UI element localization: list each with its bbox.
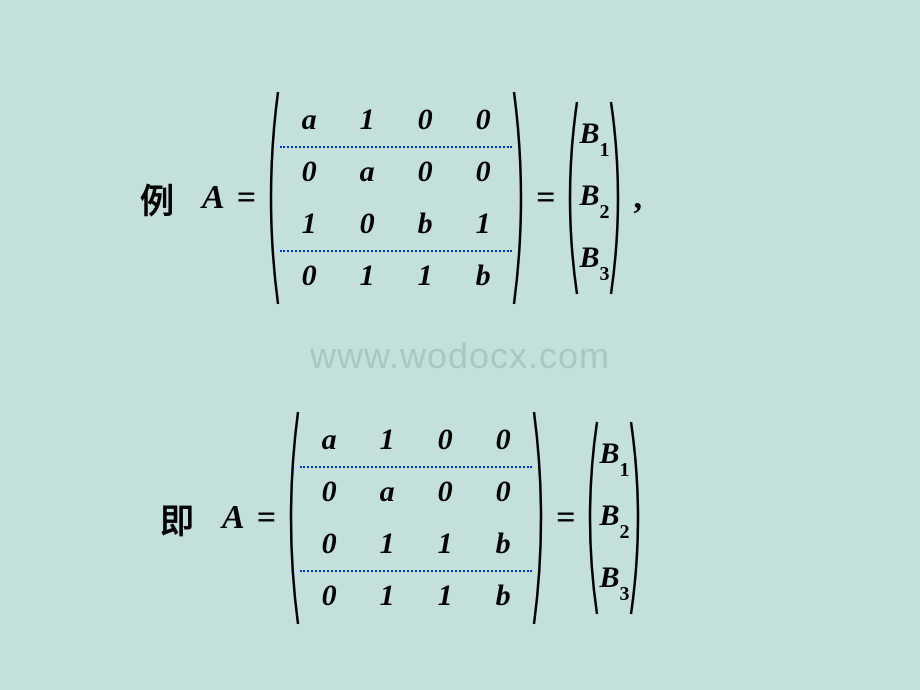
left-paren-icon [581,420,599,616]
equals-sign: = [237,179,256,217]
vector-var: B2 [599,499,629,538]
matrix-cell: 0 [396,155,454,189]
label-example: 例 [140,174,174,223]
right-paren-icon [512,90,530,306]
row-separator [300,466,532,468]
matrix-cell: 1 [416,527,474,561]
matrix-cell: 0 [280,259,338,293]
table-row: 1 0 b 1 [280,198,512,250]
matrix-cell: a [338,155,396,189]
vector-row: B2 [579,167,609,229]
matrix-cell: a [300,423,358,457]
matrix-cell: 0 [454,155,512,189]
matrix-2-body: a 1 0 0 0 a 0 0 0 1 1 b [300,414,532,622]
row-separator [280,146,512,148]
table-row: 0 1 1 b [280,250,512,302]
vector-var: B2 [579,179,609,218]
matrix-cell: 0 [300,527,358,561]
row-separator [280,250,512,252]
matrix-cell: 1 [338,103,396,137]
table-row: a 1 0 0 [300,414,532,466]
table-row: 0 1 1 b [300,570,532,622]
matrix-cell: b [474,579,532,613]
matrix-cell: 0 [454,103,512,137]
left-paren-icon [561,100,579,296]
matrix-cell: 0 [416,475,474,509]
matrix-cell: 0 [416,423,474,457]
equals-sign: = [257,499,276,537]
vector-row: B3 [579,229,609,291]
vector-1: B1 B2 B3 [561,100,627,296]
matrix-cell: 0 [396,103,454,137]
matrix-cell: 0 [300,579,358,613]
matrix-cell: 1 [454,207,512,241]
matrix-cell: a [280,103,338,137]
vector-2-body: B1 B2 B3 [599,425,629,611]
table-row: a 1 0 0 [280,94,512,146]
vector-2: B1 B2 B3 [581,420,647,616]
equation-2: 即 A = a 1 0 0 0 a 0 0 [160,410,653,626]
equals-sign: = [556,499,575,537]
matrix-cell: b [396,207,454,241]
matrix-1: a 1 0 0 0 a 0 0 1 0 b 1 [262,90,530,306]
variable-A: A [202,179,225,217]
vector-row: B1 [579,105,609,167]
right-paren-icon [629,420,647,616]
matrix-cell: b [454,259,512,293]
matrix-cell: 1 [416,579,474,613]
left-paren-icon [262,90,280,306]
matrix-2: a 1 0 0 0 a 0 0 0 1 1 b [282,410,550,626]
table-row: 0 a 0 0 [280,146,512,198]
matrix-cell: 1 [358,579,416,613]
vector-var: B1 [599,437,629,476]
matrix-cell: 0 [300,475,358,509]
left-paren-icon [282,410,300,626]
matrix-cell: 0 [280,155,338,189]
matrix-cell: 1 [280,207,338,241]
matrix-cell: 1 [358,423,416,457]
row-separator [300,570,532,572]
vector-row: B1 [599,425,629,487]
vector-row: B2 [599,487,629,549]
vector-1-body: B1 B2 B3 [579,105,609,291]
trailing-comma: , [633,179,642,217]
right-paren-icon [532,410,550,626]
vector-var: B1 [579,117,609,156]
matrix-cell: 0 [474,423,532,457]
matrix-cell: b [474,527,532,561]
equals-sign: = [536,179,555,217]
matrix-cell: 0 [338,207,396,241]
vector-var: B3 [599,561,629,600]
vector-row: B3 [599,549,629,611]
matrix-cell: 1 [358,527,416,561]
matrix-cell: a [358,475,416,509]
matrix-cell: 1 [396,259,454,293]
table-row: 0 a 0 0 [300,466,532,518]
table-row: 0 1 1 b [300,518,532,570]
right-paren-icon [609,100,627,296]
label-ie: 即 [160,494,194,543]
matrix-cell: 1 [338,259,396,293]
matrix-cell: 0 [474,475,532,509]
watermark-text: www.wodocx.com [0,335,920,377]
equation-1: 例 A = a 1 0 0 0 a 0 0 [140,90,642,306]
matrix-1-body: a 1 0 0 0 a 0 0 1 0 b 1 [280,94,512,302]
variable-A: A [222,499,245,537]
vector-var: B3 [579,241,609,280]
